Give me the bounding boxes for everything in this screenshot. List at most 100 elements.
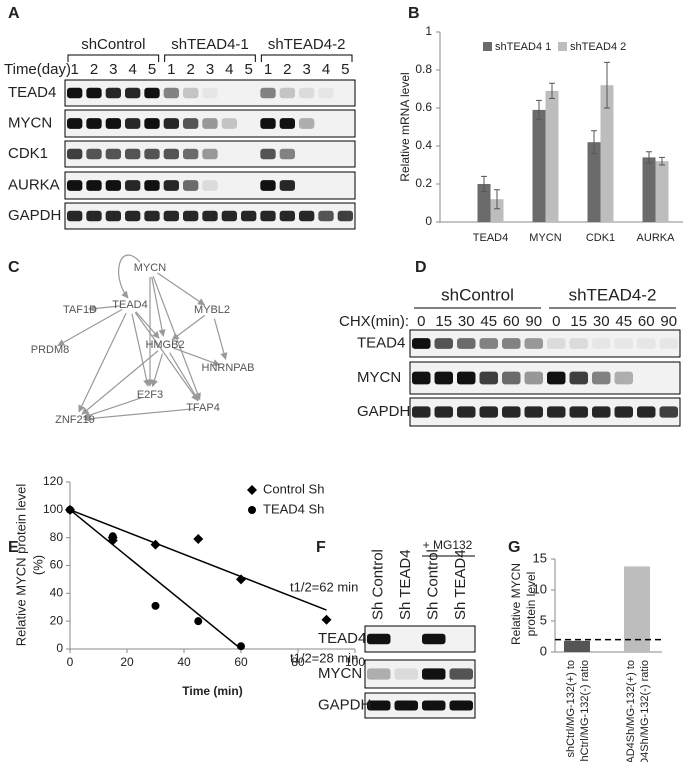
node-label: PRDM8 <box>31 344 70 356</box>
x-tick-label: shCtrl/MG-132(+) to <box>565 660 577 758</box>
band <box>434 338 453 349</box>
error-bar <box>481 175 487 193</box>
band <box>457 371 476 385</box>
edge <box>151 276 166 337</box>
lane-label: 15 <box>435 313 452 330</box>
lane-label: 60 <box>503 313 520 330</box>
y-tick-label: 0 <box>540 643 547 658</box>
band <box>524 406 543 418</box>
node-label: HMGB2 <box>145 339 184 351</box>
lane-label: 1 <box>70 61 78 78</box>
lane-label: 3 <box>206 61 214 78</box>
edge <box>135 311 160 339</box>
node-label: MYBL2 <box>194 304 230 316</box>
legend-swatch <box>483 42 492 51</box>
lane-label: Sh TEAD4 <box>452 549 469 620</box>
y-axis-label: Relative MYCN <box>509 563 523 645</box>
lane-label: 5 <box>244 61 252 78</box>
edge <box>57 308 123 347</box>
band <box>457 338 476 349</box>
edge <box>131 313 151 387</box>
band <box>260 210 276 222</box>
edge <box>118 254 141 299</box>
band <box>163 210 179 222</box>
row-label: GAPDH <box>318 696 371 713</box>
band <box>183 210 199 222</box>
band <box>279 210 295 222</box>
band <box>637 406 656 418</box>
y-tick-label: 15 <box>533 550 547 565</box>
node-label: HNRNPAB <box>202 362 255 374</box>
data-point <box>194 617 203 626</box>
band <box>592 406 611 418</box>
x-tick-label: shCtrl/MG-132(-) ratio <box>579 660 591 762</box>
data-point <box>66 505 74 514</box>
edge <box>88 304 122 313</box>
band <box>659 338 678 349</box>
band <box>299 87 315 99</box>
band <box>202 87 218 99</box>
band <box>279 118 295 129</box>
band <box>125 210 141 222</box>
x-tick-label: TEAD4Sh/MG-132(+) to <box>625 660 637 762</box>
band <box>434 406 453 418</box>
y-tick-label: 1 <box>425 24 432 38</box>
y-tick-label: 0.2 <box>415 176 432 190</box>
band <box>260 180 276 191</box>
band <box>163 180 179 191</box>
band <box>86 180 102 191</box>
y-axis-label: Relative MYCN protein level <box>13 484 28 647</box>
band <box>422 700 446 711</box>
band <box>260 87 276 99</box>
group-label: shControl <box>441 285 514 304</box>
band <box>449 668 473 680</box>
band <box>260 118 276 129</box>
band <box>337 210 353 222</box>
row-label: CDK1 <box>8 145 48 162</box>
row-label: GAPDH <box>357 403 410 420</box>
y-tick-label: 0.4 <box>415 138 432 152</box>
band <box>241 210 257 222</box>
band <box>144 118 160 129</box>
band <box>67 148 83 160</box>
band <box>202 118 218 129</box>
lane-label: 4 <box>225 61 233 78</box>
data-point <box>237 642 245 651</box>
band <box>221 118 237 129</box>
bar <box>490 199 504 222</box>
panel-label: D <box>415 259 427 276</box>
band <box>125 118 141 129</box>
band <box>144 87 160 99</box>
y-axis-label: Relative mRNA level <box>398 72 412 181</box>
band <box>163 118 179 129</box>
band <box>394 700 418 711</box>
row-label: TEAD4 <box>318 630 366 647</box>
edge <box>169 352 199 401</box>
bar <box>642 157 656 222</box>
lane-label: 0 <box>552 313 560 330</box>
band <box>367 633 391 645</box>
blot-strip <box>409 397 681 427</box>
band <box>105 148 121 160</box>
lane-label: 2 <box>283 61 291 78</box>
trend-line <box>69 509 242 650</box>
band <box>260 148 276 160</box>
band <box>144 180 160 191</box>
lane-label: 5 <box>341 61 349 78</box>
band <box>614 406 633 418</box>
x-tick-label: TEAD4Sh/MG-132(-) ratio <box>639 660 651 762</box>
y-tick-label: 40 <box>50 586 64 600</box>
band <box>299 210 315 222</box>
bracket <box>67 54 160 62</box>
lane-label: 2 <box>186 61 194 78</box>
edge <box>83 408 195 423</box>
blot-strip <box>409 329 681 358</box>
lane-label: 30 <box>593 313 610 330</box>
y-tick-label: 20 <box>50 613 64 627</box>
lane-label: 4 <box>322 61 330 78</box>
band <box>569 406 588 418</box>
legend-label: shTEAD4 2 <box>570 41 626 53</box>
band <box>614 338 633 349</box>
treatment-label: + MG132 <box>423 538 473 552</box>
